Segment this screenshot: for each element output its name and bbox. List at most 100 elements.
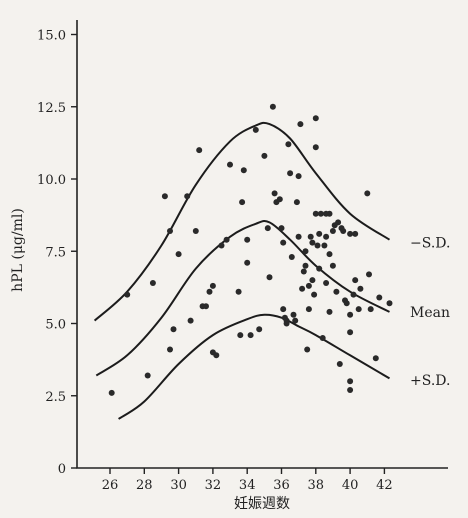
y-axis: 0 2.5 5.0 7.5 10.0 12.5 15.0 [37, 29, 77, 477]
data-point [252, 126, 259, 133]
data-point [283, 320, 290, 327]
data-point [235, 288, 242, 295]
data-point [316, 265, 323, 272]
data-point [366, 271, 372, 278]
data-point [336, 361, 343, 367]
y-tick-label: 10.0 [37, 173, 66, 188]
data-point [309, 239, 316, 246]
data-point [227, 161, 233, 168]
data-point [326, 210, 333, 217]
data-point [305, 282, 312, 289]
data-point [271, 190, 278, 197]
x-tick-label: 32 [205, 478, 222, 493]
data-point [293, 199, 300, 206]
data-point [276, 196, 283, 203]
data-point [203, 303, 209, 310]
data-point [347, 329, 354, 336]
y-tick-label: 7.5 [45, 245, 66, 260]
x-tick-label: 42 [376, 478, 393, 493]
data-point [280, 239, 287, 246]
x-tick-label: 36 [273, 478, 290, 493]
data-point [278, 225, 285, 232]
data-point [372, 355, 379, 362]
data-point [352, 230, 359, 237]
data-point [319, 335, 326, 341]
data-point [386, 300, 393, 307]
x-tick-label: 38 [308, 478, 325, 493]
data-point [192, 228, 199, 234]
data-point [343, 300, 350, 307]
data-point [206, 288, 213, 295]
data-point [312, 210, 319, 217]
data-point [333, 288, 340, 295]
data-point [167, 228, 173, 234]
y-tick-label: 2.5 [45, 390, 66, 405]
data-point [329, 228, 336, 234]
data-point [295, 233, 302, 240]
data-point [355, 306, 362, 313]
data-point [209, 282, 216, 289]
data-point [347, 387, 354, 393]
y-tick-label: 0 [58, 462, 66, 477]
data-point [347, 311, 354, 318]
data-point [311, 291, 318, 298]
data-point [326, 251, 333, 258]
data-point [350, 291, 357, 298]
data-point [299, 285, 306, 292]
data-point [300, 268, 307, 275]
curves [93, 121, 391, 420]
data-point [335, 219, 342, 226]
data-point [316, 230, 323, 237]
data-point [108, 389, 115, 396]
data-point [347, 378, 354, 385]
data-point [184, 193, 191, 200]
data-point [297, 121, 304, 128]
data-point [340, 228, 347, 234]
data-point [144, 372, 151, 379]
data-point [218, 242, 225, 249]
data-point [223, 236, 230, 243]
data-point [314, 242, 321, 249]
scatter-points [108, 103, 393, 396]
data-point [295, 173, 302, 180]
y-tick-label: 5.0 [45, 318, 66, 333]
data-point [264, 225, 271, 232]
data-point [352, 277, 359, 284]
x-axis: 26 28 30 32 34 36 38 40 42 [102, 468, 393, 493]
upper-sd-label: −S.D. [410, 236, 450, 252]
y-tick-label: 12.5 [37, 101, 66, 116]
data-point [280, 306, 287, 313]
x-tick-label: 40 [342, 478, 359, 493]
data-point [239, 199, 246, 206]
data-point [376, 294, 383, 301]
upper-sd-curve [93, 121, 391, 322]
data-point [261, 152, 268, 159]
data-point [288, 254, 295, 260]
data-point [124, 291, 131, 298]
data-point [304, 346, 311, 353]
data-point [367, 306, 374, 313]
mean-curve [95, 220, 390, 377]
curve-labels: −S.D. Mean +S.D. [410, 236, 450, 389]
x-tick-label: 28 [136, 478, 153, 493]
data-point [292, 317, 299, 324]
data-point [266, 274, 273, 281]
data-point [290, 311, 297, 318]
data-point [269, 103, 276, 110]
data-point [287, 170, 294, 177]
data-point [237, 332, 244, 339]
data-point [196, 147, 203, 154]
data-point [213, 352, 220, 359]
data-point [307, 233, 314, 240]
x-tick-label: 26 [102, 478, 119, 493]
data-point [326, 308, 333, 315]
y-tick-label: 15.0 [37, 29, 66, 44]
data-point [302, 248, 309, 255]
data-point [247, 332, 254, 339]
data-point [323, 280, 330, 286]
data-point [244, 259, 251, 266]
data-point [357, 285, 364, 292]
data-point [323, 233, 330, 240]
data-point [240, 167, 247, 174]
